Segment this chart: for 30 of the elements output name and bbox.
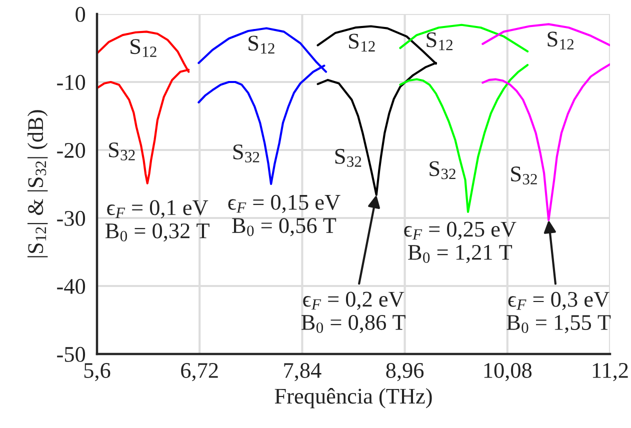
series-label: S$_{32}$ <box>511 166 537 184</box>
series-label: S$_{32}$ <box>335 148 362 167</box>
annotation: ϵ$_{F}$ = 0,2 eV B$_{0}$ = 0,86 T <box>301 292 406 334</box>
x-tick-label: 11,2 <box>592 363 628 382</box>
series-label: S$_{32}$ <box>109 142 135 160</box>
annotation: ϵ$_{F}$ = 0,3 eV B$_{0}$ = 1,55 T <box>506 292 611 334</box>
series-label: S$_{32}$ <box>430 161 456 180</box>
series-label: S$_{32}$ <box>233 144 260 162</box>
annotation: ϵ$_{F}$ = 0,1 eV B$_{0}$ = 0,32 T <box>105 200 210 242</box>
annotation: ϵ$_{F}$ = 0,15 eV B$_{0}$ = 0,56 T <box>228 194 340 236</box>
series-label: S$_{12}$ <box>548 32 574 50</box>
series-label: S$_{12}$ <box>248 36 274 54</box>
y-tick-label: -20 <box>57 142 86 158</box>
y-tick-label: -50 <box>57 346 86 362</box>
y-tick-label: 0 <box>76 6 86 22</box>
y-tick-label: -30 <box>57 210 86 226</box>
x-tick-label: 6,72 <box>181 363 218 382</box>
line-series <box>399 24 529 52</box>
series-label: S$_{12}$ <box>426 32 452 50</box>
x-tick-label: 7,84 <box>284 362 322 382</box>
annotation: ϵ$_{F}$ = 0,25 eV B$_{0}$ = 1,21 T <box>404 222 516 264</box>
series-label: S$_{12}$ <box>130 39 156 57</box>
series-label: S$_{12}$ <box>349 34 375 52</box>
y-axis-title: |S$_{12}$| & |S$_{32}$| (dB) <box>27 110 48 258</box>
x-tick-label: 5,6 <box>84 363 110 382</box>
y-tick-label: -40 <box>57 278 86 294</box>
x-tick-label: 8,96 <box>386 362 424 382</box>
x-axis-title: Frequência (THz) <box>274 388 432 408</box>
x-tick-label: 10,08 <box>484 362 532 382</box>
y-tick-label: -10 <box>57 74 86 90</box>
